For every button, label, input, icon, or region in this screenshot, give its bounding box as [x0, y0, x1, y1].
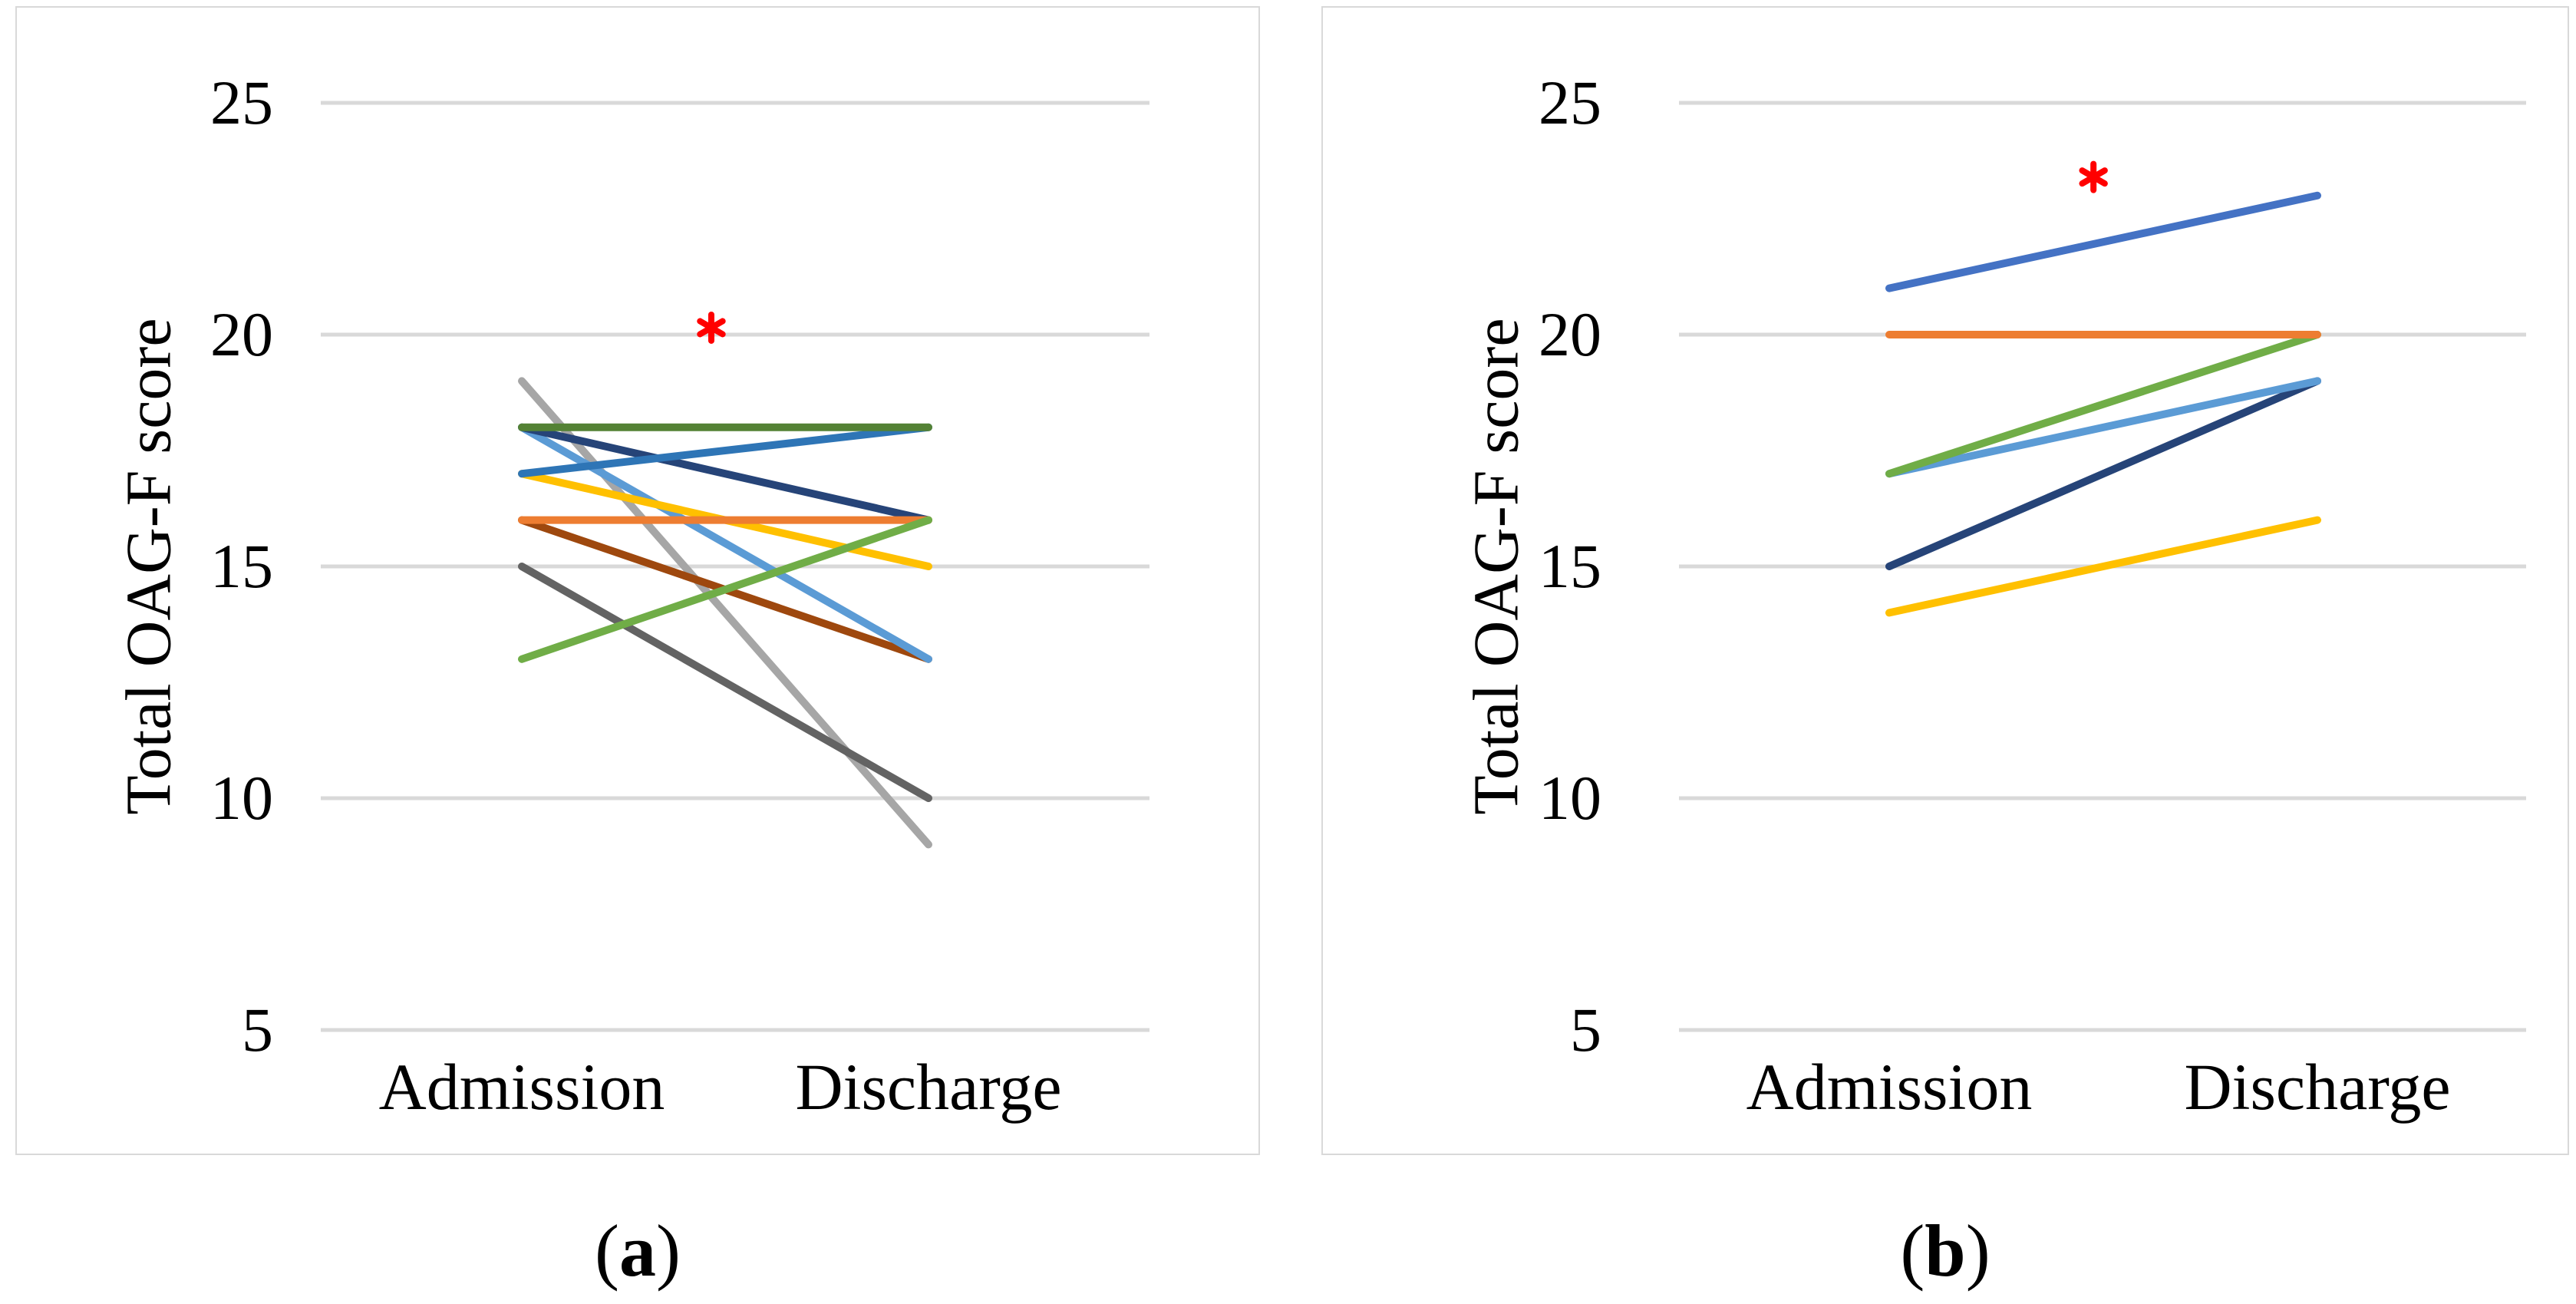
x-category-label-admission: Admission [1746, 1050, 2033, 1124]
x-category-label-admission: Admission [379, 1050, 665, 1124]
slope-chart-svg-a: 25 20 15 10 5 Admission Discharge Total OAG-F s… [114, 68, 1149, 1124]
y-tick-label-25: 25 [1539, 68, 1601, 137]
chart-panel-b: 25 20 15 10 5 Admission Discharge Total OAG-F s… [1321, 6, 2569, 1155]
significance-asterisk [2079, 160, 2108, 193]
caption-b: (b) [1321, 1214, 2569, 1288]
series-line-s3 [1885, 516, 2321, 617]
series-line-s2 [518, 563, 932, 802]
series-line-s5 [1885, 191, 2321, 292]
series-line-s4 [1885, 331, 2321, 478]
slope-chart-svg-b: 25 20 15 10 5 Admission Discharge Total OAG-F s… [1461, 68, 2526, 1124]
caption-letter: b [1925, 1210, 1966, 1292]
caption-a: (a) [15, 1214, 1260, 1288]
y-tick-label-5: 5 [242, 995, 273, 1065]
chart-panel-a: 25 20 15 10 5 Admission Discharge Total OAG-F s… [15, 6, 1260, 1155]
series-line-s8 [518, 423, 932, 478]
y-tick-label-10: 10 [1539, 763, 1601, 833]
y-tick-label-15: 15 [1539, 531, 1601, 601]
series-line-s1 [518, 377, 932, 849]
caption-paren-open: ( [595, 1210, 619, 1292]
y-axis-title: Total OAG-F score [1461, 318, 1532, 814]
y-tick-label-15: 15 [210, 531, 273, 601]
y-axis-title: Total OAG-F score [114, 318, 185, 814]
series-line-s1 [1885, 377, 2321, 570]
y-tick-label-25: 25 [210, 68, 273, 137]
significance-asterisk [697, 311, 726, 344]
series-line-s6 [518, 423, 932, 524]
series-line-s2 [1885, 377, 2321, 478]
series-line-s9 [518, 516, 932, 663]
x-category-label-discharge: Discharge [795, 1050, 1061, 1124]
asterisk-arm [2079, 167, 2108, 187]
y-tick-label-20: 20 [1539, 299, 1601, 369]
caption-letter: a [619, 1210, 656, 1292]
y-tick-label-20: 20 [210, 299, 273, 369]
y-tick-label-5: 5 [1570, 995, 1601, 1065]
caption-paren-close: ) [656, 1210, 681, 1292]
x-category-label-discharge: Discharge [2184, 1050, 2450, 1124]
caption-paren-close: ) [1965, 1210, 1991, 1292]
asterisk-arm [697, 318, 726, 338]
y-tick-label-10: 10 [210, 763, 273, 833]
caption-paren-open: ( [1900, 1210, 1925, 1292]
